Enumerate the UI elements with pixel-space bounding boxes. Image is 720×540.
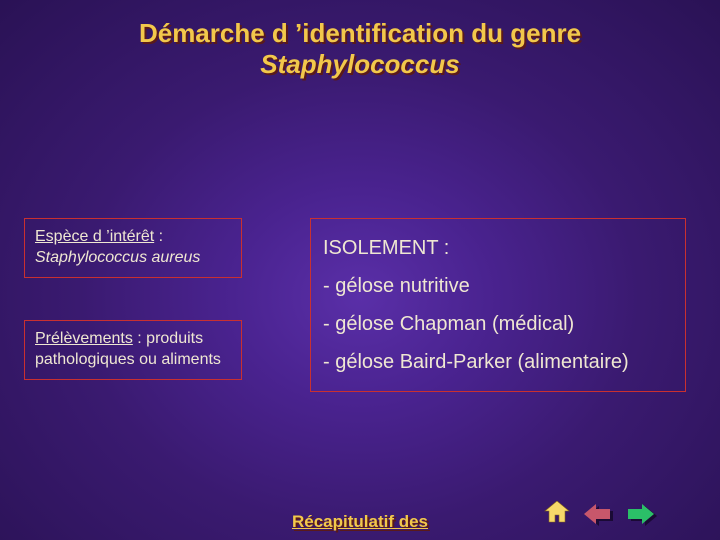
isolation-box: ISOLEMENT : - gélose nutritive - gélose …	[310, 218, 686, 392]
home-icon[interactable]	[544, 501, 570, 528]
isolation-item: - gélose Baird-Parker (alimentaire)	[323, 343, 673, 381]
content-area: Espèce d ’intérêt : Staphylococcus aureu…	[0, 88, 720, 108]
species-sep: :	[154, 228, 163, 245]
slide-title: Démarche d ’identification du genre Stap…	[0, 0, 720, 88]
isolation-item: - gélose Chapman (médical)	[323, 305, 673, 343]
title-line-2: Staphylococcus	[0, 49, 720, 80]
species-value: Staphylococcus aureus	[35, 249, 200, 266]
recap-link[interactable]: Récapitulatif des	[292, 512, 428, 532]
isolation-title: ISOLEMENT :	[323, 229, 673, 267]
samples-sep: :	[133, 330, 146, 347]
samples-box: Prélèvements : produits pathologiques ou…	[24, 320, 242, 380]
isolation-item: - gélose nutritive	[323, 267, 673, 305]
nav-controls	[544, 501, 658, 528]
species-box: Espèce d ’intérêt : Staphylococcus aureu…	[24, 218, 242, 278]
samples-label: Prélèvements	[35, 330, 133, 347]
next-arrow-icon[interactable]	[628, 504, 658, 526]
species-label: Espèce d ’intérêt	[35, 228, 154, 245]
prev-arrow-icon[interactable]	[584, 504, 614, 526]
title-line-1: Démarche d ’identification du genre	[0, 18, 720, 49]
